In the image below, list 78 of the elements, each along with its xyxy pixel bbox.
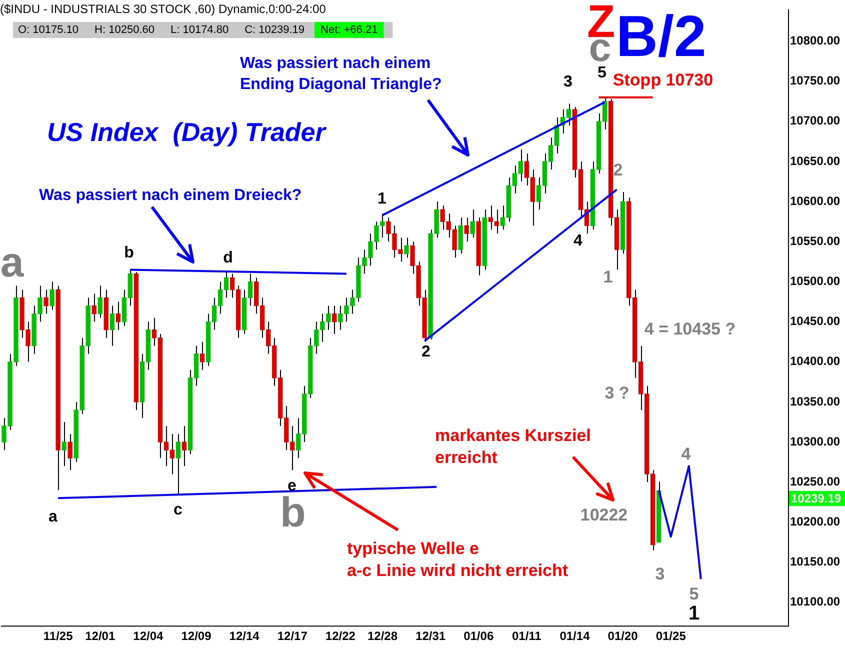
candlestick — [200, 341, 205, 370]
annotation: H: 10250.60 — [94, 24, 154, 36]
candlestick — [98, 285, 102, 318]
y-tick-label: 10250.00 — [790, 474, 840, 488]
annotation: c — [174, 501, 183, 518]
x-tick-label: 01/06 — [464, 629, 494, 644]
chart-title: ($INDU - INDUSTRIALS 30 STOCK ,60) Dynamic,0:00-24:00 — [0, 2, 326, 16]
candlestick — [470, 209, 475, 238]
x-tick-label: 12/28 — [367, 629, 398, 644]
annotation: typische Welle e a-c Linie wird nicht erreicht — [347, 539, 568, 580]
x-tick-label: 01/25 — [656, 629, 686, 644]
annotation: 2 — [422, 343, 431, 360]
y-tick-label: 10350.00 — [790, 394, 840, 408]
annotation: 5 — [689, 584, 699, 604]
annotation: 2 — [613, 160, 623, 180]
annotation: 1 — [378, 190, 387, 208]
candlestick — [50, 281, 54, 310]
y-tick-label: 10550.00 — [790, 234, 840, 248]
y-tick-label: 10150.00 — [790, 554, 840, 569]
annotation: US Index (Day) Trader — [47, 117, 328, 147]
x-tick-label: 12/31 — [416, 629, 446, 644]
annotation: 3 — [564, 73, 573, 90]
y-tick-label: 10400.00 — [790, 354, 840, 368]
y-tick-label: 10600.00 — [790, 194, 840, 208]
annotation: e — [288, 477, 297, 494]
candlestick — [44, 289, 48, 314]
annotation: markantes Kursziel erreicht — [435, 426, 591, 468]
candlestick — [404, 237, 409, 258]
candlestick — [464, 217, 469, 242]
annotation: C: 10239.19 — [244, 24, 305, 36]
annotation: a — [0, 238, 24, 286]
candlestick — [116, 301, 120, 330]
annotation: Was passiert nach einem Ending Diagonal Triangle? — [240, 55, 442, 93]
x-tick-label: 12/22 — [325, 629, 356, 644]
annotation: O: 10175.10 — [18, 24, 79, 36]
y-tick-label: 10800.00 — [790, 34, 840, 48]
x-tick-label: 01/11 — [512, 629, 542, 644]
annotation: 10222 — [580, 506, 628, 525]
annotation: 5 — [598, 64, 607, 82]
annotation: 1 — [603, 268, 613, 287]
x-tick-label: 12/04 — [133, 629, 164, 644]
y-tick-label: 10300.00 — [790, 434, 840, 448]
annotation: Stopp 10730 — [612, 70, 714, 90]
x-tick-label: 01/20 — [608, 629, 638, 644]
annotation: d — [223, 249, 233, 266]
x-tick-label: 12/01 — [85, 629, 116, 644]
annotation: 3 — [655, 564, 665, 584]
candlestick — [332, 305, 337, 334]
annotation: 4 — [574, 232, 583, 250]
candlestick — [62, 422, 66, 467]
candlestick — [182, 426, 187, 467]
y-tick-label: 10450.00 — [790, 314, 840, 328]
annotation: 3 ? — [604, 384, 630, 403]
annotation: b — [124, 244, 134, 262]
y-tick-label: 10650.00 — [790, 154, 840, 168]
annotation: 4 = 10435 ? — [644, 320, 736, 339]
annotation: 4 — [681, 444, 692, 464]
x-tick-label: 11/25 — [43, 629, 74, 644]
candlestick — [110, 305, 114, 346]
x-tick-label: 12/14 — [229, 629, 260, 644]
annotation: a — [48, 508, 58, 526]
annotation: B/2 — [616, 4, 706, 69]
text: 10239.19 — [791, 491, 842, 506]
annotation: Was passiert nach einem Dreieck? — [39, 187, 302, 204]
x-tick-label: 01/14 — [560, 629, 590, 644]
y-tick-label: 10500.00 — [790, 274, 840, 288]
candlestick — [176, 434, 181, 495]
candlestick — [92, 293, 96, 322]
x-tick-label: 12/17 — [277, 629, 308, 644]
y-tick-label: 10750.00 — [790, 74, 840, 88]
annotation: L: 10174.80 — [170, 24, 229, 36]
y-tick-label: 10700.00 — [790, 114, 840, 128]
annotation: 1 — [688, 602, 700, 625]
y-tick-label: 10200.00 — [790, 514, 840, 529]
candlestick — [68, 434, 72, 471]
y-tick-label: 10100.00 — [790, 594, 840, 609]
x-tick-label: 12/09 — [181, 629, 212, 644]
annotation: Net: +66.21 — [320, 24, 378, 36]
